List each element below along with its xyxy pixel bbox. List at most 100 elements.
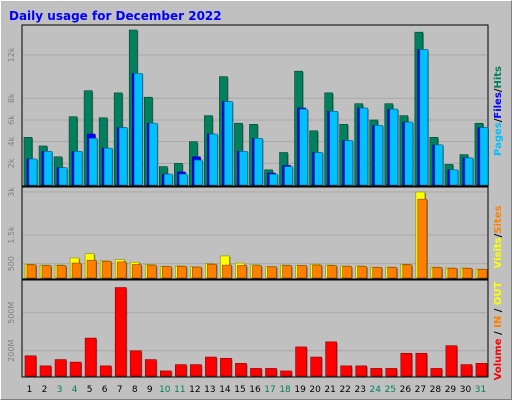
- volume-bar: [220, 358, 232, 377]
- legend-item: OUT: [493, 282, 504, 306]
- pages-bar: [73, 151, 83, 186]
- y-tick-label: 500: [7, 256, 16, 271]
- legend-separator: /: [493, 88, 504, 92]
- sites-bar: [252, 265, 262, 279]
- x-tick-label: 28: [430, 385, 442, 395]
- x-tick-label: 22: [339, 385, 350, 395]
- sites-bar: [131, 264, 142, 279]
- pages-bar: [314, 152, 323, 186]
- sites-bar: [402, 264, 413, 279]
- volume-bar: [430, 368, 443, 377]
- pages-bar: [148, 122, 158, 186]
- volume-bar: [400, 352, 413, 377]
- sites-bar: [86, 259, 97, 279]
- sites-bar: [462, 267, 473, 279]
- sites-bar: [432, 267, 443, 279]
- x-tick-label: 2: [42, 385, 48, 395]
- volume-bar: [69, 361, 82, 377]
- y-tick-label: 1.5k: [7, 226, 16, 244]
- pages-bar: [43, 151, 53, 186]
- pages-bar: [404, 121, 414, 186]
- volume-bar: [325, 341, 337, 377]
- pages-bar: [419, 49, 429, 186]
- volume-bar: [295, 346, 307, 377]
- sites-bar: [237, 265, 247, 279]
- x-tick-label: 3: [57, 385, 63, 395]
- x-tick-label: 10: [159, 385, 171, 395]
- legend-item: Pages: [493, 122, 504, 156]
- y-tick-label: 4k: [7, 136, 16, 146]
- sites-bar: [312, 264, 322, 279]
- legend-separator: /: [493, 305, 504, 316]
- sites-bar: [327, 265, 337, 279]
- pages-bar: [163, 173, 173, 186]
- pages-bar: [179, 173, 188, 186]
- sites-bar: [357, 266, 368, 279]
- legend-hits-files-pages: Pages/Files/Hits: [493, 66, 504, 156]
- volume-bar: [159, 370, 172, 377]
- volume-bar: [250, 368, 262, 377]
- volume-bar: [235, 363, 247, 377]
- sites-bar: [222, 264, 232, 279]
- legend-separator: /: [493, 118, 504, 122]
- pages-bar: [118, 127, 128, 186]
- x-tick-label: 20: [309, 385, 321, 395]
- pages-bar: [359, 107, 369, 186]
- volume-bar: [460, 364, 473, 377]
- legend-volume: Volume / IN / OUT: [493, 282, 504, 381]
- volume-bar: [129, 350, 142, 377]
- x-tick-label: 5: [87, 385, 93, 395]
- x-tick-label: 7: [117, 385, 123, 395]
- volume-bar: [54, 359, 67, 377]
- volume-bar: [39, 365, 52, 377]
- x-tick-label: 4: [72, 385, 78, 395]
- sites-bar: [146, 264, 157, 279]
- pages-bar: [239, 151, 248, 186]
- sites-bar: [177, 265, 187, 279]
- pages-bar: [374, 125, 384, 186]
- legend-item: Sites: [493, 206, 504, 234]
- legend-visits-sites: Visits/Sites: [493, 206, 504, 269]
- pages-bar: [209, 133, 218, 186]
- sites-bar: [372, 267, 383, 279]
- pages-bar: [329, 110, 338, 186]
- x-tick-label: 11: [174, 385, 185, 395]
- sites-bar: [71, 262, 82, 279]
- pages-bar: [464, 157, 474, 186]
- volume-bar: [114, 287, 127, 377]
- x-tick-label: 26: [400, 385, 412, 395]
- sites-bar: [41, 265, 52, 279]
- legend-item: Hits: [493, 66, 504, 89]
- sites-bar: [161, 266, 172, 279]
- x-tick-label: 6: [102, 385, 108, 395]
- volume-bar: [310, 356, 322, 377]
- sites-bar: [56, 265, 67, 279]
- pages-bar: [434, 144, 444, 186]
- volume-bar: [84, 337, 97, 377]
- sites-bar: [207, 263, 217, 279]
- volume-bar: [265, 368, 277, 377]
- y-tick-label: 500M: [7, 302, 16, 324]
- sites-bar: [387, 267, 398, 279]
- sites-bar: [267, 266, 277, 279]
- x-tick-label: 15: [234, 385, 245, 395]
- sites-bar: [116, 261, 127, 279]
- x-tick-label: 14: [219, 385, 231, 395]
- x-tick-label: 1: [27, 385, 33, 395]
- volume-bar: [175, 364, 187, 377]
- sites-bar: [417, 198, 428, 279]
- volume-bar: [280, 370, 292, 377]
- pages-bar: [58, 167, 68, 186]
- pages-bar: [194, 159, 203, 186]
- sites-bar: [477, 269, 488, 279]
- y-tick-label: 2k: [7, 158, 16, 168]
- volume-bar: [190, 364, 202, 377]
- y-tick-label: 200M: [7, 340, 16, 362]
- legend-separator: /: [493, 233, 504, 237]
- volume-bar: [415, 352, 428, 377]
- y-tick-label: 8k: [7, 93, 16, 103]
- sites-bar: [26, 264, 37, 279]
- sites-bar: [447, 267, 458, 279]
